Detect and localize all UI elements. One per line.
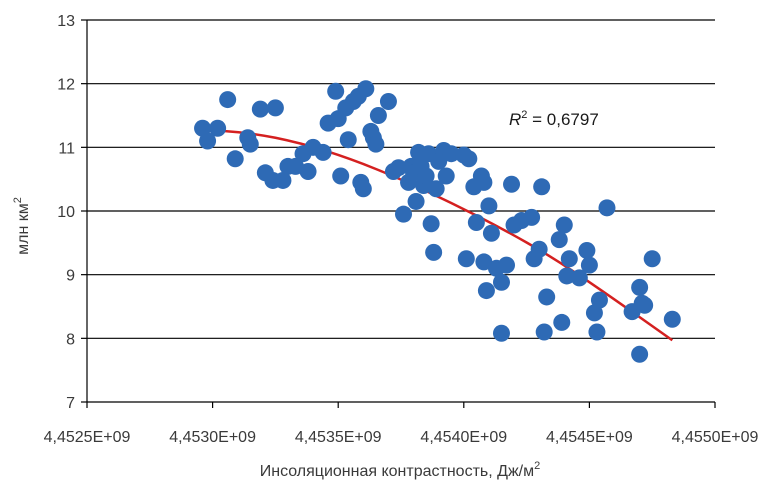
data-point [219, 91, 237, 109]
data-point [422, 215, 440, 233]
data-point [555, 216, 573, 234]
y-tick-label: 13 [57, 13, 75, 30]
data-point [503, 175, 521, 193]
y-tick-label: 10 [57, 204, 75, 221]
data-point [530, 240, 548, 258]
x-axis-title-superscript: 2 [534, 460, 540, 472]
r-squared-superscript: 2 [521, 109, 527, 121]
data-point [194, 119, 212, 137]
data-point [523, 208, 541, 226]
x-axis-title: Инсоляционная контрастность, Дж/м2 [260, 460, 541, 480]
x-tick-label: 4,4545E+09 [546, 429, 633, 446]
x-tick-label: 4,4540E+09 [420, 429, 507, 446]
x-tick-label: 4,4530E+09 [169, 429, 256, 446]
data-point [460, 150, 478, 168]
data-point [475, 253, 493, 271]
data-point [598, 199, 616, 217]
data-point [492, 324, 510, 342]
y-tick-label: 9 [66, 268, 75, 285]
data-point [395, 205, 413, 223]
data-point [457, 250, 475, 268]
data-point [643, 250, 661, 268]
axes [81, 19, 716, 408]
r-squared-value: = 0,6797 [527, 110, 598, 129]
data-point [533, 178, 551, 196]
data-point [332, 167, 350, 185]
data-point [480, 197, 498, 215]
data-point [427, 180, 445, 198]
r-squared-annotation: R2 = 0,6797 [509, 109, 599, 129]
data-point [663, 310, 681, 328]
tick-labels: 7 8 9 10 11 12 13 4,4525E+09 4,4530E+09 4,4535E+0… [44, 13, 759, 446]
data-point [389, 159, 407, 177]
data-point [209, 119, 227, 137]
data-point [498, 256, 516, 274]
y-tick-label: 8 [66, 331, 75, 348]
data-point [367, 135, 385, 153]
data-point [251, 100, 269, 118]
data-point [226, 150, 244, 168]
y-axis-title-text: млн км [15, 203, 32, 255]
y-axis-title-superscript: 2 [12, 197, 24, 203]
data-point [467, 213, 485, 231]
data-point [199, 132, 217, 150]
data-point [442, 145, 460, 163]
data-point [553, 313, 571, 331]
data-point [437, 167, 455, 185]
data-point [417, 167, 435, 185]
data-point [477, 282, 495, 300]
data-point [535, 323, 553, 341]
data-point [266, 99, 284, 117]
data-point [379, 92, 397, 110]
data-points [194, 80, 681, 363]
data-point [538, 288, 556, 306]
x-tick-label: 4,4550E+09 [672, 429, 759, 446]
data-point [339, 131, 357, 149]
data-point [570, 269, 588, 287]
data-point [314, 143, 332, 161]
data-point [580, 256, 598, 274]
data-point [357, 80, 375, 98]
data-point [354, 180, 372, 198]
data-point [369, 107, 387, 124]
data-point [407, 192, 425, 210]
data-point [425, 243, 443, 261]
data-point [578, 241, 596, 259]
y-axis-title: млн км2 [12, 197, 32, 255]
x-tick-label: 4,4525E+09 [44, 429, 131, 446]
data-point [590, 291, 608, 309]
x-axis-title-text: Инсоляционная контрастность, Дж/м [260, 463, 534, 480]
y-tick-label: 7 [66, 395, 75, 412]
data-point [482, 224, 500, 242]
y-tick-label: 11 [58, 140, 75, 157]
data-point [492, 273, 510, 291]
data-point [560, 250, 578, 268]
data-point [475, 173, 493, 191]
data-point [327, 82, 345, 100]
r-squared-symbol: R [509, 110, 521, 129]
x-tick-label: 4,4535E+09 [295, 429, 382, 446]
data-point [636, 296, 654, 314]
data-point [558, 267, 576, 285]
data-point [274, 171, 292, 189]
data-point [550, 231, 568, 249]
data-point [585, 304, 603, 322]
y-tick-label: 12 [57, 77, 75, 94]
data-point [588, 323, 606, 341]
data-point [631, 345, 649, 363]
data-point [631, 278, 649, 296]
data-point [299, 163, 317, 181]
data-point [241, 135, 259, 153]
